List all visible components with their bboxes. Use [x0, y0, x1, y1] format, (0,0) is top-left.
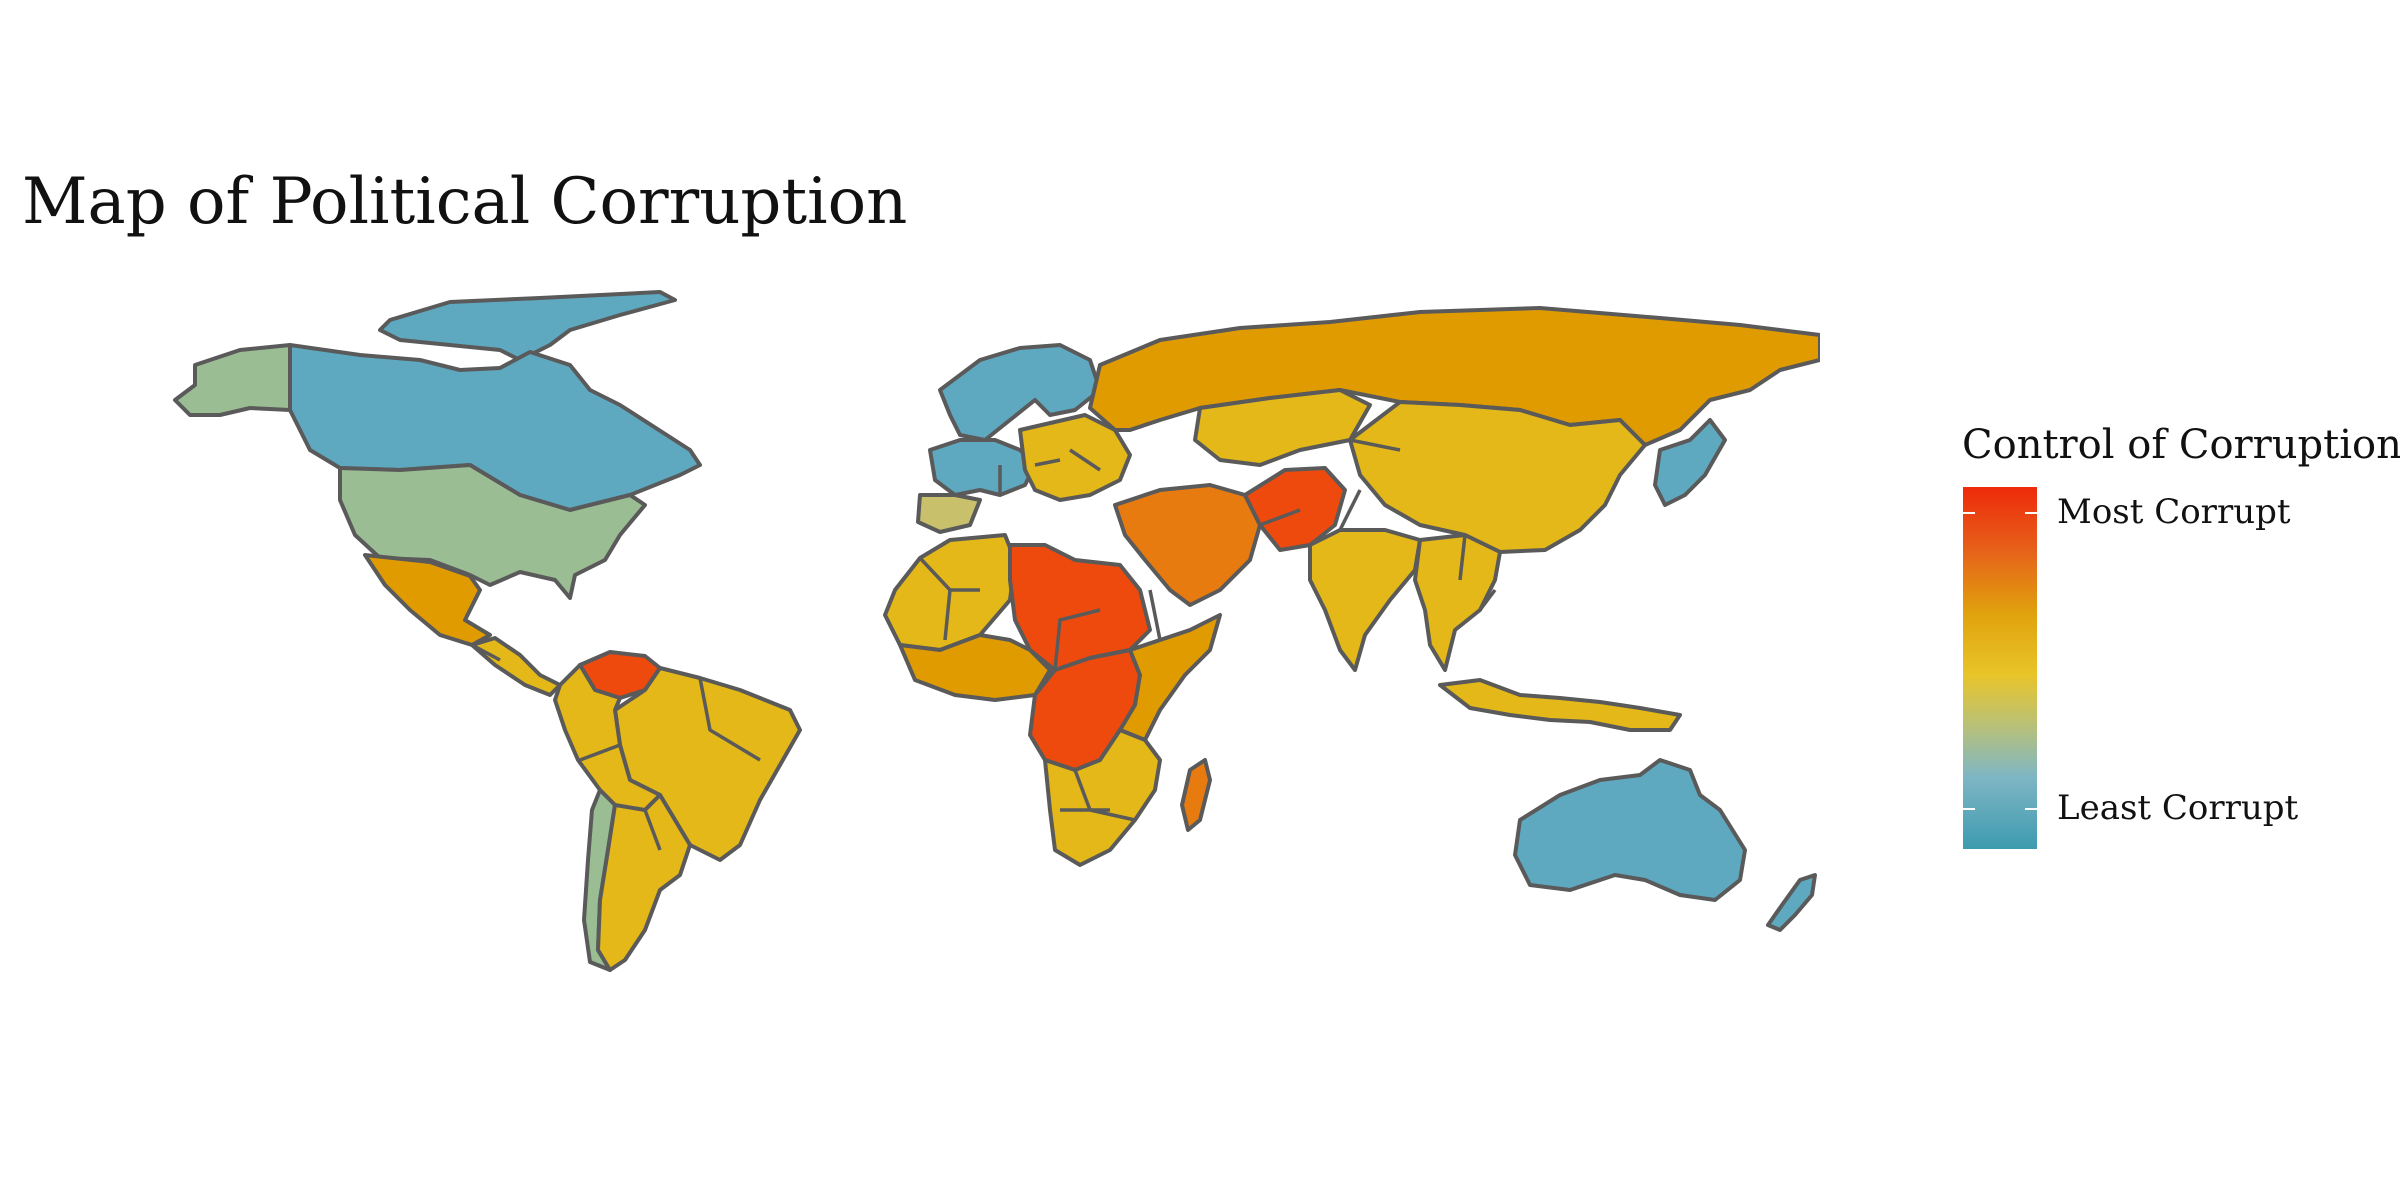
- region-alaska: [173, 343, 292, 417]
- region-iberia: [916, 493, 982, 534]
- region-southeast-asia: [1413, 533, 1502, 672]
- page-title: Map of Political Corruption: [22, 165, 908, 239]
- region-middle-east: [1113, 483, 1262, 607]
- region-southern-africa: [1043, 728, 1162, 867]
- region-afghanistan: [1243, 466, 1347, 552]
- world-map: [173, 290, 1820, 972]
- region-indonesia: [1438, 678, 1682, 732]
- region-russia: [1088, 306, 1820, 447]
- region-greenland: [378, 290, 677, 362]
- region-madagascar: [1180, 758, 1212, 832]
- region-kazakhstan: [1193, 388, 1372, 467]
- region-west-africa: [898, 633, 1052, 702]
- region-east-africa: [1118, 613, 1222, 742]
- region-mexico: [363, 553, 492, 647]
- region-scandinavia: [938, 343, 1102, 442]
- region-western-europe: [928, 438, 1037, 497]
- legend-label-most-corrupt: Most Corrupt: [2057, 492, 2291, 532]
- region-eastern-europe: [1018, 413, 1132, 502]
- region-central-america: [470, 636, 562, 697]
- region-india: [1308, 528, 1422, 672]
- legend-gradient-fill: [1963, 487, 2037, 849]
- region-china: [1348, 400, 1647, 554]
- legend-title: Control of Corruption: [1962, 422, 2400, 468]
- region-argentina: [596, 793, 692, 972]
- region-new-zealand: [1766, 873, 1817, 932]
- internal-borders: [471, 438, 1497, 851]
- legend-color-bar: [1963, 487, 2037, 849]
- region-australia: [1513, 758, 1747, 902]
- region-korea-japan: [1653, 418, 1727, 507]
- legend-label-least-corrupt: Least Corrupt: [2057, 788, 2299, 828]
